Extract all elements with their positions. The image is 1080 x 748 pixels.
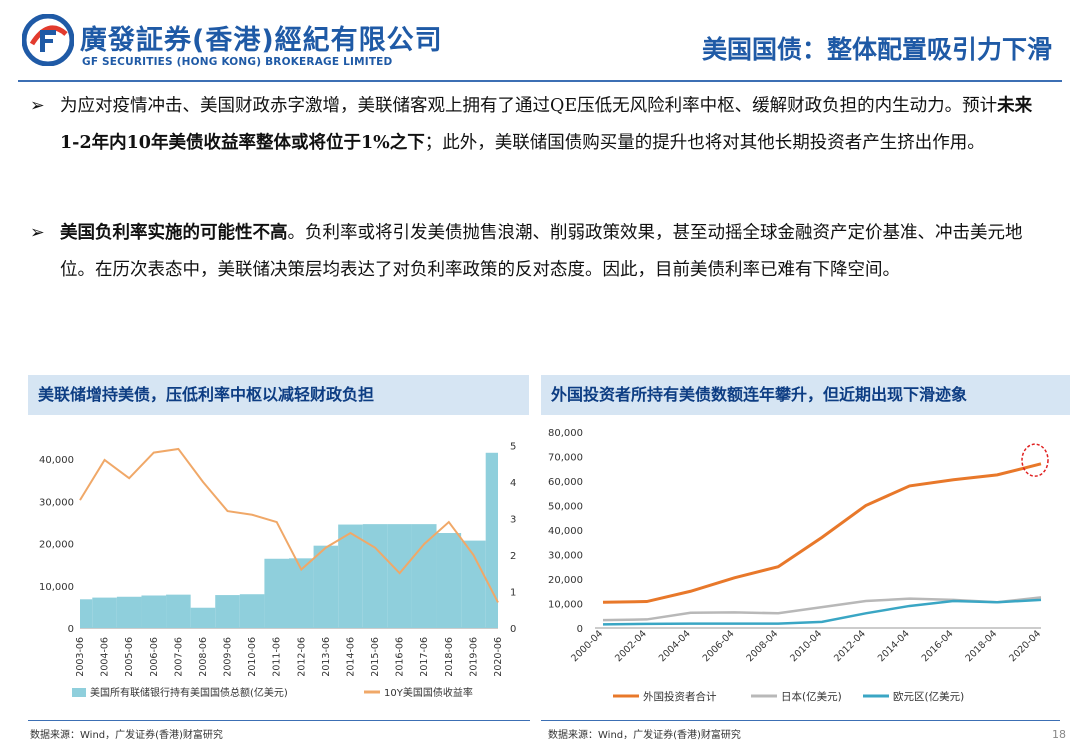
right-source-note: 数据来源：Wind，广发证券(香港)财富研究 (548, 730, 741, 741)
fed-holdings-bar (313, 545, 339, 628)
fed-holdings-bar (141, 595, 167, 628)
y-tick-label: 30,000 (548, 551, 583, 562)
x-tick-label: 2012-06 (296, 637, 307, 677)
eurozone-line (602, 598, 1042, 626)
bullet-point-1: ➢ 为应对疫情冲击、美国财政赤字激增，美联储客观上拥有了通过QE压低无风险利率中… (30, 88, 1040, 162)
y2-tick-label: 1 (510, 587, 516, 598)
y-tick-label: 70,000 (548, 453, 583, 464)
legend-label: 欧元区(亿美元) (893, 690, 964, 703)
bullet-1-bold: 未来1-2年内10年美债收益率整体或将位于1%之下 (60, 96, 1033, 153)
x-tick-label: 2008-06 (198, 637, 209, 677)
bullet-2-text: 。负利率或将引发美债抛售浪潮、削弱政策效果，甚至动摇全球金融资产定价基准、冲击美… (60, 223, 1023, 280)
foreign-total-line (602, 462, 1042, 604)
x-tick-label: 2018-04 (963, 628, 999, 664)
legend-treasury-yield: 10Y美国国债收益率 (384, 686, 473, 699)
x-tick-label: 2018-06 (444, 637, 455, 677)
x-tick-label: 2014-04 (876, 628, 912, 664)
y2-tick-label: 2 (510, 551, 516, 562)
x-tick-label: 2014-06 (345, 637, 356, 677)
fed-holdings-bar (166, 594, 191, 628)
fed-holdings-bar (116, 596, 142, 628)
x-tick-label: 2000-04 (569, 628, 605, 664)
fed-holdings-bar (411, 524, 437, 628)
page-title: 美国国债：整体配置吸引力下滑 (701, 35, 1052, 64)
left-chart-title: 美联储增持美债，压低利率中枢以减轻财政负担 (28, 375, 529, 415)
right-footer-rule (541, 720, 1060, 721)
x-tick-label: 2010-06 (247, 637, 258, 677)
left-footer-rule (28, 720, 530, 721)
company-name-en: GF SECURITIES (HONG KONG) BROKERAGE LIMI… (82, 56, 393, 68)
arrow-bullet-icon: ➢ (30, 223, 45, 243)
y-tick-label: 30,000 (39, 497, 74, 508)
x-tick-label: 2004-04 (657, 628, 693, 664)
y-tick-label: 40,000 (548, 526, 583, 537)
y-tick-label: 0 (577, 624, 583, 635)
y-tick-label: 20,000 (39, 540, 74, 551)
y2-tick-label: 5 (510, 441, 516, 452)
x-tick-label: 2015-06 (370, 637, 381, 677)
x-tick-label: 2016-06 (395, 637, 406, 677)
y2-tick-label: 4 (510, 478, 516, 489)
arrow-bullet-icon: ➢ (30, 96, 45, 116)
legend-label: 外国投资者合计 (643, 690, 717, 703)
bullet-1-text-a: 为应对疫情冲击、美国财政赤字激增，美联储客观上拥有了通过QE压低无风险利率中枢、… (60, 96, 998, 116)
fed-holdings-bar (239, 594, 265, 628)
fed-holdings-bar (436, 533, 462, 628)
x-tick-label: 2017-06 (419, 637, 430, 677)
page-number: 18 (1052, 728, 1066, 741)
x-tick-label: 2004-06 (100, 637, 111, 677)
x-tick-label: 2009-06 (223, 637, 234, 677)
y-tick-label: 0 (68, 624, 74, 635)
fed-holdings-bar (338, 524, 363, 628)
treasury-yield-line (79, 447, 499, 603)
y-tick-label: 20,000 (548, 575, 583, 586)
peak-highlight-circle (1021, 443, 1049, 477)
x-tick-label: 2010-04 (788, 628, 824, 664)
bullet-1-text-b: ；此外，美联储国债购买量的提升也将对其他长期投资者产生挤出作用。 (424, 133, 985, 153)
x-tick-label: 2008-04 (744, 628, 780, 664)
y-tick-label: 60,000 (548, 477, 583, 488)
y-tick-label: 40,000 (39, 455, 74, 466)
right-chart-title: 外国投资者所持有美债数额连年攀升，但近期出现下滑迹象 (541, 375, 1070, 415)
y-tick-label: 10,000 (39, 582, 74, 593)
x-tick-label: 2002-04 (613, 628, 649, 664)
fed-holdings-bar (80, 599, 93, 628)
foreign-holdings-chart: 0 10,000 20,000 30,000 40,000 50,000 60,000 70,… (548, 428, 1049, 703)
y2-tick-label: 3 (510, 514, 516, 525)
x-tick-label: 2020-06 (493, 637, 504, 677)
header-divider (18, 80, 1062, 82)
x-tick-label: 2019-06 (468, 637, 479, 677)
x-tick-label: 2011-06 (272, 637, 283, 677)
x-tick-label: 2005-06 (124, 637, 135, 677)
left-source-note: 数据来源：Wind，广发证券(香港)财富研究 (30, 730, 223, 741)
fed-holdings-bar (362, 524, 388, 628)
company-name-cn: 廣發証券(香港)經紀有限公司 (80, 25, 443, 56)
fed-holdings-chart: 0 10,000 20,000 30,000 40,000 0 1 2 3 4 5 2003-06 20… (39, 441, 516, 699)
x-tick-label: 2013-06 (321, 637, 332, 677)
gf-logo-icon (22, 14, 74, 66)
y-tick-label: 10,000 (548, 600, 583, 611)
fed-holdings-bar (387, 524, 412, 628)
bullet-point-2: ➢ 美国负利率实施的可能性不高。负利率或将引发美债抛售浪潮、削弱政策效果，甚至动… (30, 215, 1040, 289)
fed-holdings-bar (92, 597, 117, 628)
bullet-2-bold: 美国负利率实施的可能性不高 (60, 223, 288, 243)
y-tick-label: 80,000 (548, 428, 583, 439)
fed-holdings-bar (485, 452, 498, 628)
x-tick-label: 2020-04 (1007, 628, 1043, 664)
y2-tick-label: 0 (510, 624, 516, 635)
legend-fed-holdings: 美国所有联储银行持有美国国债总额(亿美元) (90, 686, 288, 699)
x-tick-label: 2007-06 (173, 637, 184, 677)
legend-label: 日本(亿美元) (781, 690, 842, 703)
x-tick-label: 2016-04 (920, 628, 956, 664)
fed-holdings-bar (215, 595, 240, 628)
x-tick-label: 2006-06 (149, 637, 160, 677)
x-tick-label: 2012-04 (832, 628, 868, 664)
legend-bar-swatch (72, 688, 86, 697)
y-tick-label: 50,000 (548, 502, 583, 513)
x-tick-label: 2006-04 (701, 628, 737, 664)
fed-holdings-bar (264, 558, 289, 628)
x-tick-label: 2003-06 (75, 637, 86, 677)
fed-holdings-bar (190, 607, 216, 628)
